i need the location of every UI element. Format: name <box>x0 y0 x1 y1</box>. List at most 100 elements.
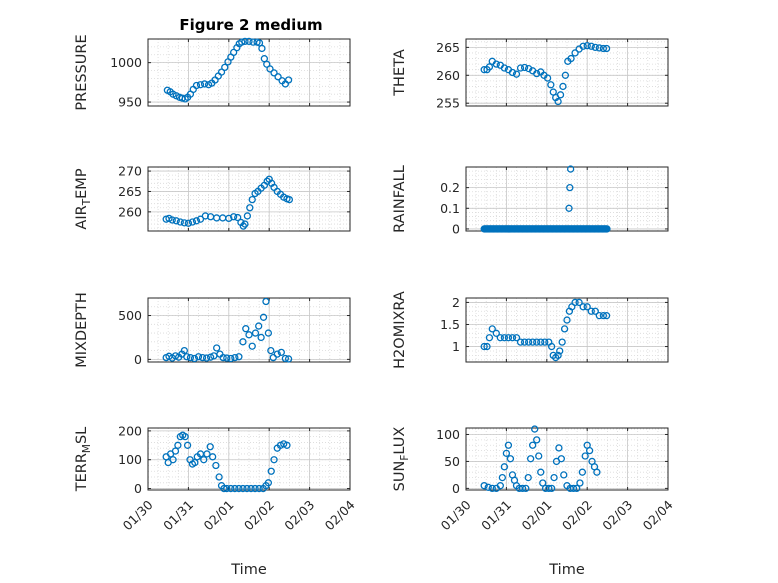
data-point <box>533 69 541 78</box>
data-point <box>524 338 533 346</box>
x-axis-label: Time <box>230 562 267 578</box>
data-point <box>257 333 265 342</box>
data-point <box>488 325 496 333</box>
y-tick-label: 0.1 <box>440 201 460 216</box>
data-point <box>545 484 553 493</box>
data-point <box>283 441 291 449</box>
data-point <box>518 484 527 493</box>
data-point <box>217 68 226 76</box>
data-point <box>550 473 558 482</box>
data-point <box>255 484 263 493</box>
y-tick-label: 100 <box>118 452 142 467</box>
y-axis-label-rest: LUX <box>392 427 408 455</box>
y-axis-label-rest: EMP <box>74 168 90 199</box>
y-tick-label: 50 <box>444 454 460 469</box>
axes-box <box>465 297 669 363</box>
y-axis-label: PRESSURE <box>74 34 90 110</box>
data-point <box>529 338 537 346</box>
data-point <box>591 307 599 315</box>
data-point <box>180 219 189 227</box>
data-point <box>200 456 208 464</box>
y-axis-label: AIRTEMP <box>74 168 93 229</box>
data-point <box>557 455 565 463</box>
data-point <box>239 484 247 493</box>
y-axis-label: TERRMSL <box>74 427 93 493</box>
data-point <box>516 338 525 346</box>
data-point <box>192 217 201 225</box>
data-point <box>563 316 571 324</box>
data-point <box>484 483 492 491</box>
data-point <box>496 482 504 490</box>
data-point <box>522 484 530 493</box>
axes-h2omixra: 1 1.5 2 H2OMIXRA <box>392 291 669 369</box>
data-point <box>587 42 595 50</box>
data-point <box>227 354 235 363</box>
data-point <box>242 325 250 333</box>
data-point <box>259 313 268 321</box>
x-axis-label: Time <box>548 562 585 578</box>
data-point <box>229 213 238 221</box>
data-point <box>573 484 581 493</box>
data-point <box>267 467 275 475</box>
data-point <box>258 44 266 53</box>
y-tick-label: 2 <box>452 295 460 310</box>
y-axis-label-main: TERR <box>74 453 90 492</box>
y-tick-label: 200 <box>118 423 142 438</box>
y-axis-label: RAINFALL <box>392 165 408 233</box>
data-point <box>500 463 509 471</box>
y-axis-label-subscript: T <box>81 198 93 206</box>
data-point <box>176 218 184 226</box>
data-point <box>602 44 611 53</box>
data-point <box>583 42 591 50</box>
data-point <box>556 347 564 355</box>
data-point <box>284 355 293 363</box>
data-point <box>201 212 210 220</box>
data-point <box>229 48 238 57</box>
data-point <box>560 325 569 333</box>
data-point <box>215 473 223 481</box>
data-point <box>535 452 543 460</box>
data-point <box>169 456 177 464</box>
data-point <box>174 441 182 449</box>
data-point <box>248 195 256 204</box>
data-point <box>221 63 229 72</box>
axes-air_temp: 260 265 270 AIRTEMP <box>74 164 351 232</box>
data-point <box>241 37 249 46</box>
data-point <box>245 37 253 46</box>
data-point <box>512 334 521 342</box>
data-point <box>225 214 233 223</box>
data-point <box>180 346 189 355</box>
data-point <box>208 453 217 461</box>
data-point <box>599 312 608 320</box>
data-point <box>206 443 214 451</box>
y-axis-label-main: AIR <box>74 205 90 229</box>
data-point <box>566 165 575 173</box>
data-point <box>502 449 511 457</box>
data-point <box>277 348 285 357</box>
data-point <box>243 484 251 493</box>
y-axis-label-rest: SL <box>74 427 90 444</box>
data-point <box>603 225 611 233</box>
y-tick-label: 1.5 <box>440 317 460 332</box>
data-point <box>266 65 274 73</box>
data-point <box>559 82 567 91</box>
y-tick-label: 0 <box>452 221 460 236</box>
data-point <box>533 338 541 346</box>
data-point <box>274 73 282 81</box>
y-tick-label: 270 <box>118 164 142 179</box>
data-point <box>198 353 207 362</box>
data-point <box>500 334 509 342</box>
data-point <box>239 338 247 346</box>
y-axis-label: SUNFLUX <box>392 427 411 492</box>
data-point <box>591 43 599 52</box>
data-point <box>541 338 549 346</box>
data-point <box>480 482 488 490</box>
data-point <box>480 342 488 351</box>
data-point <box>219 353 227 362</box>
data-point <box>560 471 568 479</box>
data-point <box>506 455 515 463</box>
y-tick-label: 255 <box>436 96 460 111</box>
data-point <box>188 218 197 226</box>
data-point <box>565 204 573 212</box>
data-point <box>483 342 491 351</box>
